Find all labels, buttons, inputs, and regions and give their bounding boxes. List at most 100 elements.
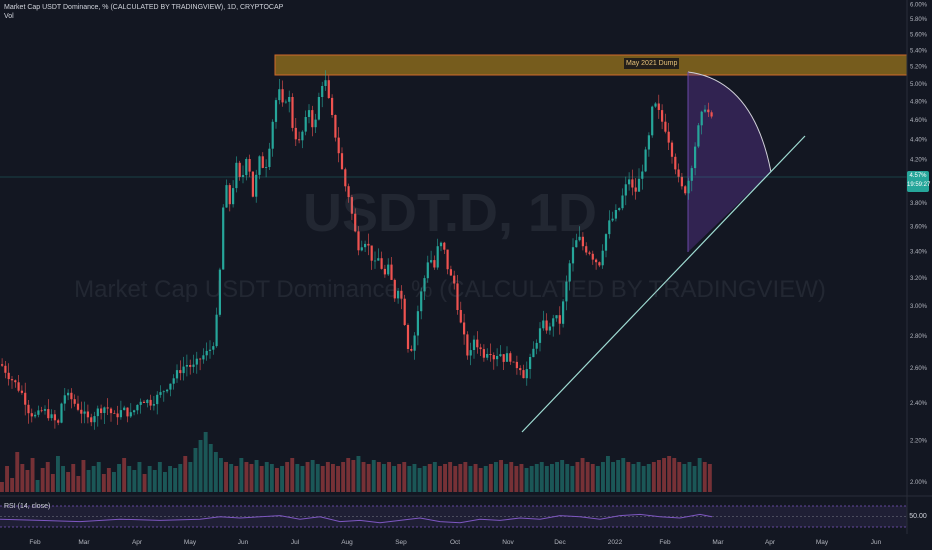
volume-bar xyxy=(697,458,702,492)
candle-body xyxy=(631,179,634,188)
candle-body xyxy=(624,184,627,196)
candle-body xyxy=(383,268,386,275)
candle-body xyxy=(96,408,99,417)
projection-sector[interactable] xyxy=(688,72,771,252)
watermark-name: Market Cap USDT Dominance, % (CALCULATED… xyxy=(74,276,826,303)
volume-bar xyxy=(585,462,590,492)
candle-body xyxy=(321,86,324,97)
volume-bar xyxy=(35,480,40,492)
candle-body xyxy=(664,121,667,132)
candle-body xyxy=(387,264,390,275)
volume-bar xyxy=(631,464,636,492)
candle-body xyxy=(139,401,142,405)
volume-bar xyxy=(331,464,335,492)
candle-body xyxy=(76,403,80,410)
candle-body xyxy=(185,365,188,367)
candle-body xyxy=(677,169,680,177)
volume-bar xyxy=(534,464,539,492)
candle-body xyxy=(347,186,350,198)
volume-bar xyxy=(448,462,453,492)
zone-label[interactable]: May 2021 Dump xyxy=(624,58,680,69)
time-tick-label: 2022 xyxy=(608,539,623,546)
candle-body xyxy=(30,413,33,417)
volume-bar xyxy=(244,462,249,492)
time-tick-label: Nov xyxy=(502,539,514,546)
candle-body xyxy=(304,117,307,132)
candle-body xyxy=(598,262,601,266)
candle-body xyxy=(684,186,687,194)
volume-bar xyxy=(117,464,121,492)
candle-body xyxy=(172,378,175,384)
price-tick-label: 4.20% xyxy=(910,158,928,164)
candle-body xyxy=(278,89,281,101)
candle-body xyxy=(542,320,545,329)
volume-bar xyxy=(66,472,71,492)
volume-bar xyxy=(611,462,615,492)
volume-bar xyxy=(392,466,396,492)
candle-body xyxy=(496,356,499,360)
volume-bar xyxy=(188,462,193,492)
support-trendline[interactable] xyxy=(521,135,806,433)
candles xyxy=(1,70,713,430)
volume-bar xyxy=(20,464,25,492)
candle-body xyxy=(34,414,37,417)
candle-body xyxy=(17,382,20,391)
time-tick-label: May xyxy=(184,539,197,546)
candle-body xyxy=(274,100,278,122)
volume-bar xyxy=(494,462,498,492)
rsi-label[interactable]: RSI (14, close) xyxy=(4,503,51,510)
candle-body xyxy=(222,207,225,270)
volume-bar xyxy=(132,470,137,492)
candle-body xyxy=(697,125,700,147)
time-tick-label: Feb xyxy=(659,539,671,546)
time-axis[interactable]: Feb Mar Apr May Jun Jul Aug Sep Oct Nov Dec 2022 Feb… xyxy=(29,539,881,546)
resistance-zone[interactable] xyxy=(274,54,908,76)
candle-body xyxy=(416,311,419,336)
volume-bar xyxy=(168,466,172,492)
candle-body xyxy=(340,153,344,170)
volume-bar xyxy=(427,464,432,492)
volume-bar xyxy=(101,474,106,492)
candle-body xyxy=(175,370,179,379)
candle-body xyxy=(63,395,66,404)
candle-body xyxy=(479,347,482,350)
candle-body xyxy=(43,409,47,411)
volume-label[interactable]: Vol xyxy=(4,13,14,20)
candle-body xyxy=(509,353,512,362)
price-axis[interactable]: 6.00% 5.80% 5.60% 5.40% 5.20% 5.00% 4.80% 4.60%… xyxy=(910,3,928,487)
candle-body xyxy=(499,354,502,357)
candle-body xyxy=(463,322,466,335)
price-tick-label: 3.40% xyxy=(910,249,928,255)
candle-body xyxy=(601,250,604,266)
candle-body xyxy=(446,249,449,270)
volume-bar xyxy=(254,460,259,492)
candle-body xyxy=(482,349,485,358)
volume-bar xyxy=(555,462,559,492)
candle-body xyxy=(436,246,439,268)
candle-body xyxy=(420,291,423,312)
volume-bar xyxy=(173,468,178,492)
candle-body xyxy=(565,281,568,302)
candle-body xyxy=(453,275,456,284)
candle-body xyxy=(20,390,23,393)
candle-body xyxy=(258,156,261,175)
candle-body xyxy=(241,175,245,177)
volume-bar xyxy=(183,456,188,492)
volume-bar xyxy=(539,462,544,492)
volume-bar xyxy=(687,462,692,492)
volume-bar xyxy=(163,472,167,492)
candle-body xyxy=(397,290,400,299)
candle-body xyxy=(403,298,406,325)
candle-body xyxy=(47,409,50,419)
symbol-title[interactable]: Market Cap USDT Dominance, % (CALCULATED… xyxy=(4,4,284,11)
volume-bar xyxy=(91,466,96,492)
candle-body xyxy=(628,179,631,185)
candle-body xyxy=(637,178,641,192)
candle-body xyxy=(10,379,14,381)
candle-body xyxy=(116,413,119,418)
candle-body xyxy=(423,278,426,292)
time-tick-label: Jun xyxy=(238,539,249,546)
candle-body xyxy=(377,258,380,261)
candle-body xyxy=(667,131,670,143)
